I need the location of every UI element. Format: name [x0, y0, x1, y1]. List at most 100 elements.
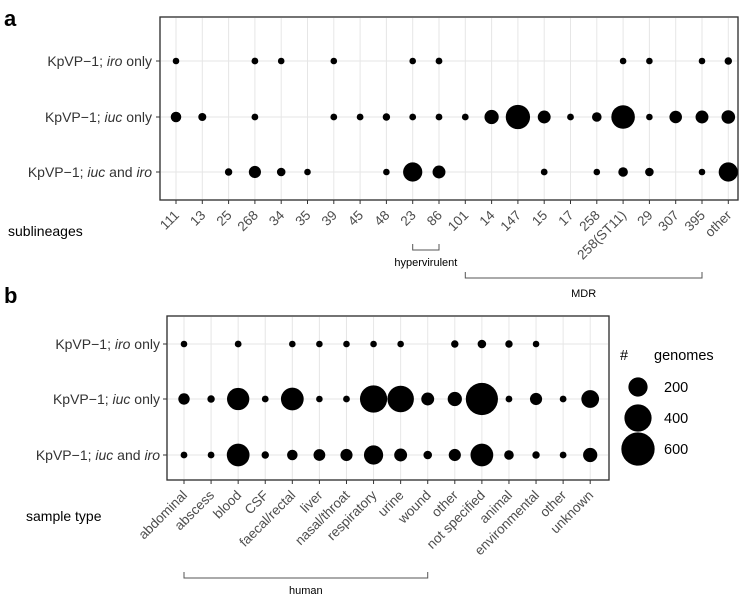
- data-point: [261, 395, 269, 403]
- data-point: [583, 447, 598, 463]
- data-point: [198, 112, 207, 122]
- data-point: [619, 57, 627, 65]
- data-point: [226, 387, 250, 411]
- data-point: [447, 391, 462, 407]
- data-point: [370, 340, 377, 348]
- data-point: [277, 57, 285, 65]
- data-point: [591, 112, 602, 122]
- data-point: [477, 339, 487, 349]
- data-point: [343, 340, 350, 348]
- x-tick-label: 86: [424, 208, 445, 229]
- x-axis-title: sample type: [26, 508, 102, 524]
- data-point: [537, 110, 551, 124]
- data-point: [289, 340, 296, 348]
- data-point: [505, 395, 513, 403]
- row-label: KpVP−1; iro only: [47, 53, 152, 69]
- data-point: [504, 450, 514, 460]
- data-point: [423, 450, 433, 460]
- data-point: [448, 448, 461, 462]
- data-point: [248, 165, 261, 179]
- group-label: hypervirulent: [394, 257, 457, 269]
- data-point: [532, 451, 540, 459]
- data-point: [532, 340, 540, 348]
- data-point: [646, 57, 653, 65]
- data-point: [180, 451, 188, 459]
- data-point: [180, 340, 188, 348]
- data-point: [435, 113, 443, 121]
- data-point: [698, 168, 706, 176]
- x-tick-label: 45: [345, 208, 366, 229]
- data-point: [316, 395, 323, 403]
- x-tick-label: 13: [187, 208, 208, 229]
- x-tick-label: 34: [266, 207, 288, 229]
- data-point: [330, 113, 338, 121]
- data-point: [251, 113, 259, 121]
- data-point: [540, 168, 548, 176]
- data-point: [224, 168, 233, 176]
- data-point: [470, 443, 494, 467]
- legend: # genomes 200 400 600: [620, 348, 714, 466]
- data-point: [356, 113, 364, 121]
- data-point: [178, 393, 190, 405]
- legend-key: [624, 404, 652, 432]
- data-point: [226, 443, 250, 467]
- data-point: [363, 445, 384, 465]
- data-point: [207, 395, 215, 403]
- x-tick-label: 35: [292, 208, 313, 229]
- x-tick-label: 23: [398, 208, 419, 229]
- x-tick-label: 25: [213, 208, 234, 229]
- group-bracket: [464, 272, 703, 279]
- data-point: [343, 395, 350, 403]
- data-point: [567, 113, 574, 121]
- legend-title-hash: #: [620, 348, 628, 364]
- data-point: [432, 165, 446, 179]
- data-point: [695, 110, 709, 124]
- data-point: [698, 57, 706, 65]
- data-point: [593, 168, 601, 176]
- x-tick-label: 15: [529, 208, 550, 229]
- data-point: [340, 448, 353, 462]
- data-point: [645, 167, 654, 177]
- data-point: [721, 110, 736, 124]
- group-label: human: [289, 585, 323, 597]
- data-point: [383, 168, 390, 176]
- data-point: [280, 387, 304, 411]
- data-point: [172, 57, 180, 65]
- legend-label: 600: [664, 442, 688, 458]
- legend-key: [628, 377, 648, 397]
- panel-label: b: [4, 283, 17, 308]
- row-label: KpVP−1; iuc only: [53, 391, 160, 407]
- data-point: [387, 385, 414, 413]
- data-point: [276, 167, 286, 177]
- legend-key: [621, 432, 655, 466]
- data-point: [559, 395, 567, 403]
- legend-label: 400: [664, 411, 688, 427]
- data-point: [529, 392, 543, 406]
- x-tick-label: 268: [234, 208, 261, 235]
- legend-title: genomes: [654, 348, 714, 364]
- data-point: [251, 57, 259, 65]
- data-point: [669, 110, 682, 124]
- data-point: [465, 382, 498, 416]
- data-point: [330, 57, 338, 65]
- panel-label: a: [4, 6, 17, 31]
- data-point: [382, 113, 391, 121]
- legend-label: 200: [664, 380, 688, 396]
- data-point: [505, 340, 513, 348]
- data-point: [724, 57, 733, 65]
- x-tick-label: blood: [210, 488, 244, 522]
- panel-a: a KpVP−1; iro only KpVP−1; iuc only KpVP−1;…: [4, 6, 739, 300]
- data-point: [261, 451, 269, 459]
- data-point: [718, 162, 738, 182]
- data-point: [304, 168, 311, 176]
- x-tick-label: 111: [157, 208, 182, 233]
- group-label: MDR: [571, 288, 596, 300]
- plot-border: [159, 16, 739, 201]
- group-bracket: [412, 244, 440, 251]
- data-point: [461, 113, 469, 121]
- x-tick-label: other: [702, 207, 735, 240]
- data-point: [359, 385, 388, 413]
- data-point: [611, 105, 635, 129]
- data-point: [409, 57, 417, 65]
- data-point: [287, 449, 298, 461]
